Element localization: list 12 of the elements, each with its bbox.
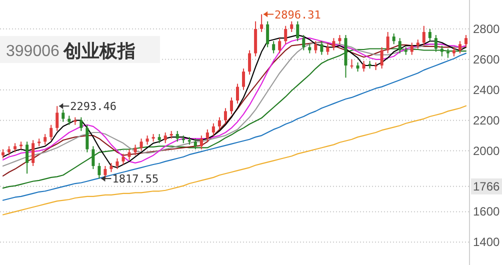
annotation: 1817.55: [112, 172, 159, 186]
title: 399006 创业板指: [0, 36, 160, 63]
y-tick-label: 2600: [473, 52, 500, 66]
y-tick-label: 2000: [473, 144, 500, 158]
y-tick-label: 2200: [473, 113, 500, 128]
y-tick-label: 1400: [473, 235, 500, 250]
y-tick-label: 1600: [473, 204, 500, 219]
annotation: 2896.31: [274, 8, 321, 22]
annotation: 2293.46: [70, 100, 116, 114]
y-tick-label: 2400: [473, 82, 500, 97]
y-tick-label: 1766: [473, 179, 500, 194]
y-tick-label: 2800: [473, 22, 500, 36]
